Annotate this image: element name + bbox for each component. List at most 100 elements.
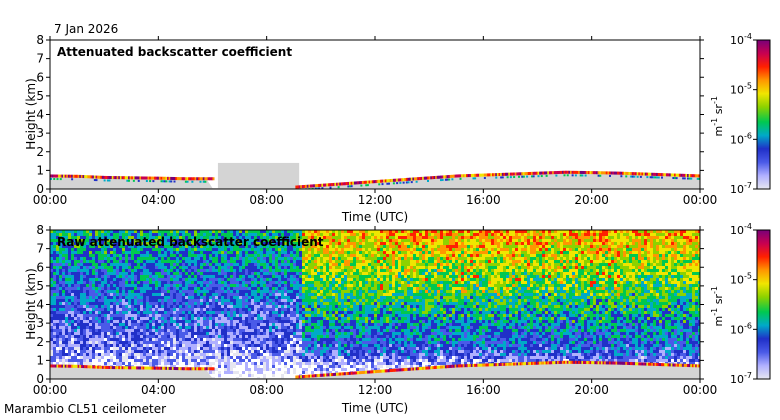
backscatter-cell <box>119 296 122 299</box>
backscatter-cell <box>164 347 167 350</box>
backscatter-cell <box>161 230 164 233</box>
backscatter-cell <box>332 317 335 320</box>
backscatter-cell <box>302 371 305 374</box>
backscatter-cell <box>284 236 287 239</box>
backscatter-cell <box>272 275 275 278</box>
backscatter-cell <box>251 284 254 287</box>
backscatter-cell <box>317 308 320 311</box>
backscatter-cell <box>317 284 320 287</box>
boundary-layer-mark <box>644 172 647 176</box>
backscatter-cell <box>167 338 170 341</box>
backscatter-cell <box>146 326 149 329</box>
backscatter-cell <box>311 326 314 329</box>
backscatter-cell <box>254 242 257 245</box>
backscatter-cell <box>215 236 218 239</box>
backscatter-cell <box>236 350 239 353</box>
backscatter-cell <box>137 335 140 338</box>
backscatter-cell <box>170 347 173 350</box>
backscatter-cell <box>77 347 80 350</box>
backscatter-cell <box>53 290 56 293</box>
backscatter-cell <box>215 311 218 314</box>
backscatter-cell <box>137 266 140 269</box>
boundary-layer-mark <box>617 171 620 175</box>
boundary-layer-mark <box>657 176 660 179</box>
backscatter-cell <box>104 344 107 347</box>
backscatter-cell <box>131 314 134 317</box>
backscatter-cell <box>272 257 275 260</box>
backscatter-cell <box>197 365 200 368</box>
backscatter-cell <box>239 302 242 305</box>
backscatter-cell <box>266 350 269 353</box>
backscatter-cell <box>302 359 305 362</box>
backscatter-cell <box>194 290 197 293</box>
backscatter-cell <box>62 236 65 239</box>
backscatter-cell <box>245 362 248 365</box>
backscatter-cell <box>206 353 209 356</box>
backscatter-cell <box>200 302 203 305</box>
backscatter-cell <box>218 371 221 374</box>
backscatter-cell <box>146 329 149 332</box>
backscatter-cell <box>92 299 95 302</box>
backscatter-cell <box>74 311 77 314</box>
backscatter-cell <box>200 233 203 236</box>
backscatter-cell <box>68 353 71 356</box>
backscatter-cell <box>152 230 155 233</box>
backscatter-cell <box>314 299 317 302</box>
backscatter-cell <box>182 320 185 323</box>
backscatter-cell <box>206 239 209 242</box>
backscatter-cell <box>326 233 329 236</box>
backscatter-cell <box>206 305 209 308</box>
backscatter-cell <box>134 293 137 296</box>
backscatter-cell <box>239 308 242 311</box>
backscatter-cell <box>254 329 257 332</box>
backscatter-cell <box>125 347 128 350</box>
backscatter-cell <box>272 302 275 305</box>
boundary-layer-mark <box>360 184 363 187</box>
backscatter-cell <box>236 296 239 299</box>
backscatter-cell <box>236 263 239 266</box>
backscatter-cell <box>167 263 170 266</box>
backscatter-cell <box>260 323 263 326</box>
backscatter-cell <box>161 338 164 341</box>
backscatter-cell <box>131 260 134 263</box>
backscatter-cell <box>275 275 278 278</box>
backscatter-cell <box>68 257 71 260</box>
backscatter-cell <box>287 263 290 266</box>
boundary-layer-mark <box>105 175 108 179</box>
backscatter-cell <box>86 359 89 362</box>
backscatter-cell <box>71 311 74 314</box>
backscatter-cell <box>287 266 290 269</box>
boundary-layer-mark <box>409 177 412 181</box>
backscatter-cell <box>233 362 236 365</box>
backscatter-cell <box>233 233 236 236</box>
backscatter-cell <box>161 287 164 290</box>
backscatter-cell <box>92 284 95 287</box>
backscatter-cell <box>107 293 110 296</box>
backscatter-cell <box>182 293 185 296</box>
backscatter-cell <box>326 263 329 266</box>
backscatter-cell <box>305 230 308 233</box>
boundary-layer-mark <box>323 183 325 187</box>
backscatter-cell <box>314 263 317 266</box>
backscatter-cell <box>287 320 290 323</box>
backscatter-cell <box>233 281 236 284</box>
backscatter-cell <box>179 251 182 254</box>
backscatter-cell <box>317 344 320 347</box>
backscatter-cell <box>140 233 143 236</box>
backscatter-cell <box>215 335 218 338</box>
backscatter-cell <box>248 326 251 329</box>
boundary-layer-mark <box>137 176 140 180</box>
backscatter-cell <box>191 251 194 254</box>
backscatter-cell <box>176 302 179 305</box>
backscatter-cell <box>296 341 299 344</box>
backscatter-cell <box>113 305 116 308</box>
backscatter-cell <box>83 251 86 254</box>
backscatter-cell <box>188 266 191 269</box>
backscatter-cell <box>62 248 65 251</box>
backscatter-cell <box>56 362 59 365</box>
backscatter-cell <box>200 347 203 350</box>
backscatter-cell <box>137 284 140 287</box>
backscatter-cell <box>275 347 278 350</box>
backscatter-cell <box>98 278 101 281</box>
boundary-layer-mark <box>366 180 369 184</box>
